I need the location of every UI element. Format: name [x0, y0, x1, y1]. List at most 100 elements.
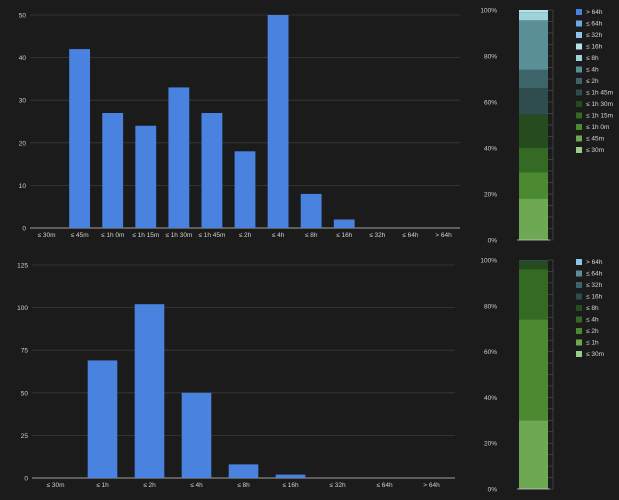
legend-swatch	[576, 339, 582, 346]
legend-label: ≤ 16h	[586, 44, 603, 51]
legend-label: > 64h	[586, 9, 603, 16]
y-tick-label: 100	[17, 305, 28, 312]
y-tick-label: 20%	[484, 192, 497, 199]
legend-label: ≤ 30m	[586, 147, 604, 154]
x-tick-label: ≤ 1h 30m	[165, 232, 192, 239]
legend-swatch	[576, 66, 582, 73]
stack-segment	[519, 114, 548, 148]
x-tick-label: ≤ 1h	[96, 482, 109, 489]
legend-swatch	[576, 135, 582, 142]
y-tick-label: 0%	[488, 238, 498, 245]
legend-label: ≤ 2h	[586, 328, 599, 335]
legend-swatch	[576, 316, 582, 323]
legend-label: ≤ 64h	[586, 21, 603, 28]
x-tick-label: ≤ 1h 45m	[198, 232, 225, 239]
stack-segment	[519, 260, 548, 262]
y-tick-label: 50	[21, 390, 29, 397]
legend-swatch	[576, 112, 582, 119]
stack-segment	[519, 261, 548, 270]
x-tick-label: ≤ 32h	[369, 232, 386, 239]
stack-segment	[519, 12, 548, 21]
stack-segment	[519, 88, 548, 115]
legend-swatch	[576, 351, 582, 357]
y-tick-label: 20	[19, 140, 27, 147]
x-tick-label: ≤ 2h	[239, 232, 252, 239]
bar	[275, 474, 306, 478]
stack-segment	[519, 172, 548, 199]
legend-swatch	[576, 259, 582, 265]
legend-swatch	[576, 270, 582, 277]
bar	[181, 392, 212, 478]
legend-swatch	[576, 101, 582, 107]
y-tick-label: 60%	[484, 349, 497, 356]
bar	[168, 87, 190, 228]
bar	[234, 151, 256, 228]
legend-swatch	[576, 89, 582, 96]
x-tick-label: ≤ 4h	[272, 232, 285, 239]
x-tick-label: ≤ 64h	[376, 482, 393, 489]
stack-segment	[519, 69, 548, 89]
stack-segment	[519, 269, 548, 320]
y-tick-label: 80%	[484, 303, 497, 310]
y-tick-label: 20%	[484, 441, 497, 448]
x-tick-label: ≤ 16h	[336, 232, 353, 239]
legend-label: ≤ 45m	[586, 136, 604, 143]
y-tick-label: 40	[19, 55, 27, 62]
bar	[102, 112, 124, 228]
x-tick-label: ≤ 64h	[402, 232, 419, 239]
x-tick-label: ≤ 30m	[46, 482, 64, 489]
legend-label: ≤ 1h 15m	[586, 113, 613, 120]
bar	[87, 360, 118, 478]
legend-swatch	[576, 55, 582, 61]
stack-segment	[519, 20, 548, 70]
y-tick-label: 30	[19, 98, 27, 105]
x-tick-label: ≤ 8h	[305, 232, 318, 239]
x-tick-label: > 64h	[435, 232, 452, 239]
legend-swatch	[576, 78, 582, 84]
x-tick-label: ≤ 1h 15m	[132, 232, 159, 239]
stack-segment	[519, 148, 548, 173]
legend-label: ≤ 32h	[586, 32, 603, 39]
y-tick-label: 100%	[480, 8, 497, 15]
legend-label: ≤ 4h	[586, 317, 599, 324]
x-tick-label: ≤ 8h	[237, 482, 250, 489]
legend-swatch	[576, 20, 582, 27]
legend-label: ≤ 2h	[586, 78, 599, 85]
x-tick-label: > 64h	[423, 482, 440, 489]
x-tick-label: ≤ 1h 0m	[101, 232, 124, 239]
legend-label: ≤ 64h	[586, 271, 603, 278]
legend-label: ≤ 30m	[586, 351, 604, 358]
legend-label: ≤ 32h	[586, 282, 603, 289]
legend-label: ≤ 1h	[586, 340, 599, 347]
bar	[333, 219, 355, 228]
y-tick-label: 25	[21, 433, 29, 440]
legend-swatch	[576, 282, 582, 288]
bar	[201, 112, 223, 228]
x-tick-label: ≤ 30m	[38, 232, 56, 239]
legend-label: ≤ 4h	[586, 67, 599, 74]
bar	[267, 15, 289, 228]
y-tick-label: 60%	[484, 100, 497, 107]
legend-label: ≤ 8h	[586, 55, 599, 62]
bar	[228, 464, 259, 478]
bar	[300, 193, 322, 228]
x-tick-label: ≤ 4h	[190, 482, 203, 489]
legend-swatch	[576, 43, 582, 50]
stack-segment	[519, 198, 548, 240]
legend-swatch	[576, 328, 582, 334]
bar	[135, 125, 157, 228]
y-tick-label: 75	[21, 348, 29, 355]
legend-label: > 64h	[586, 259, 603, 266]
legend-swatch	[576, 147, 582, 153]
x-tick-label: ≤ 2h	[143, 482, 156, 489]
stack-segment	[519, 10, 548, 13]
legend-swatch	[576, 9, 582, 15]
y-tick-label: 40%	[484, 146, 497, 153]
legend-swatch	[576, 293, 582, 300]
y-tick-label: 100%	[480, 258, 497, 265]
x-tick-label: ≤ 32h	[329, 482, 346, 489]
bar	[134, 304, 165, 478]
y-tick-label: 0%	[488, 487, 498, 494]
